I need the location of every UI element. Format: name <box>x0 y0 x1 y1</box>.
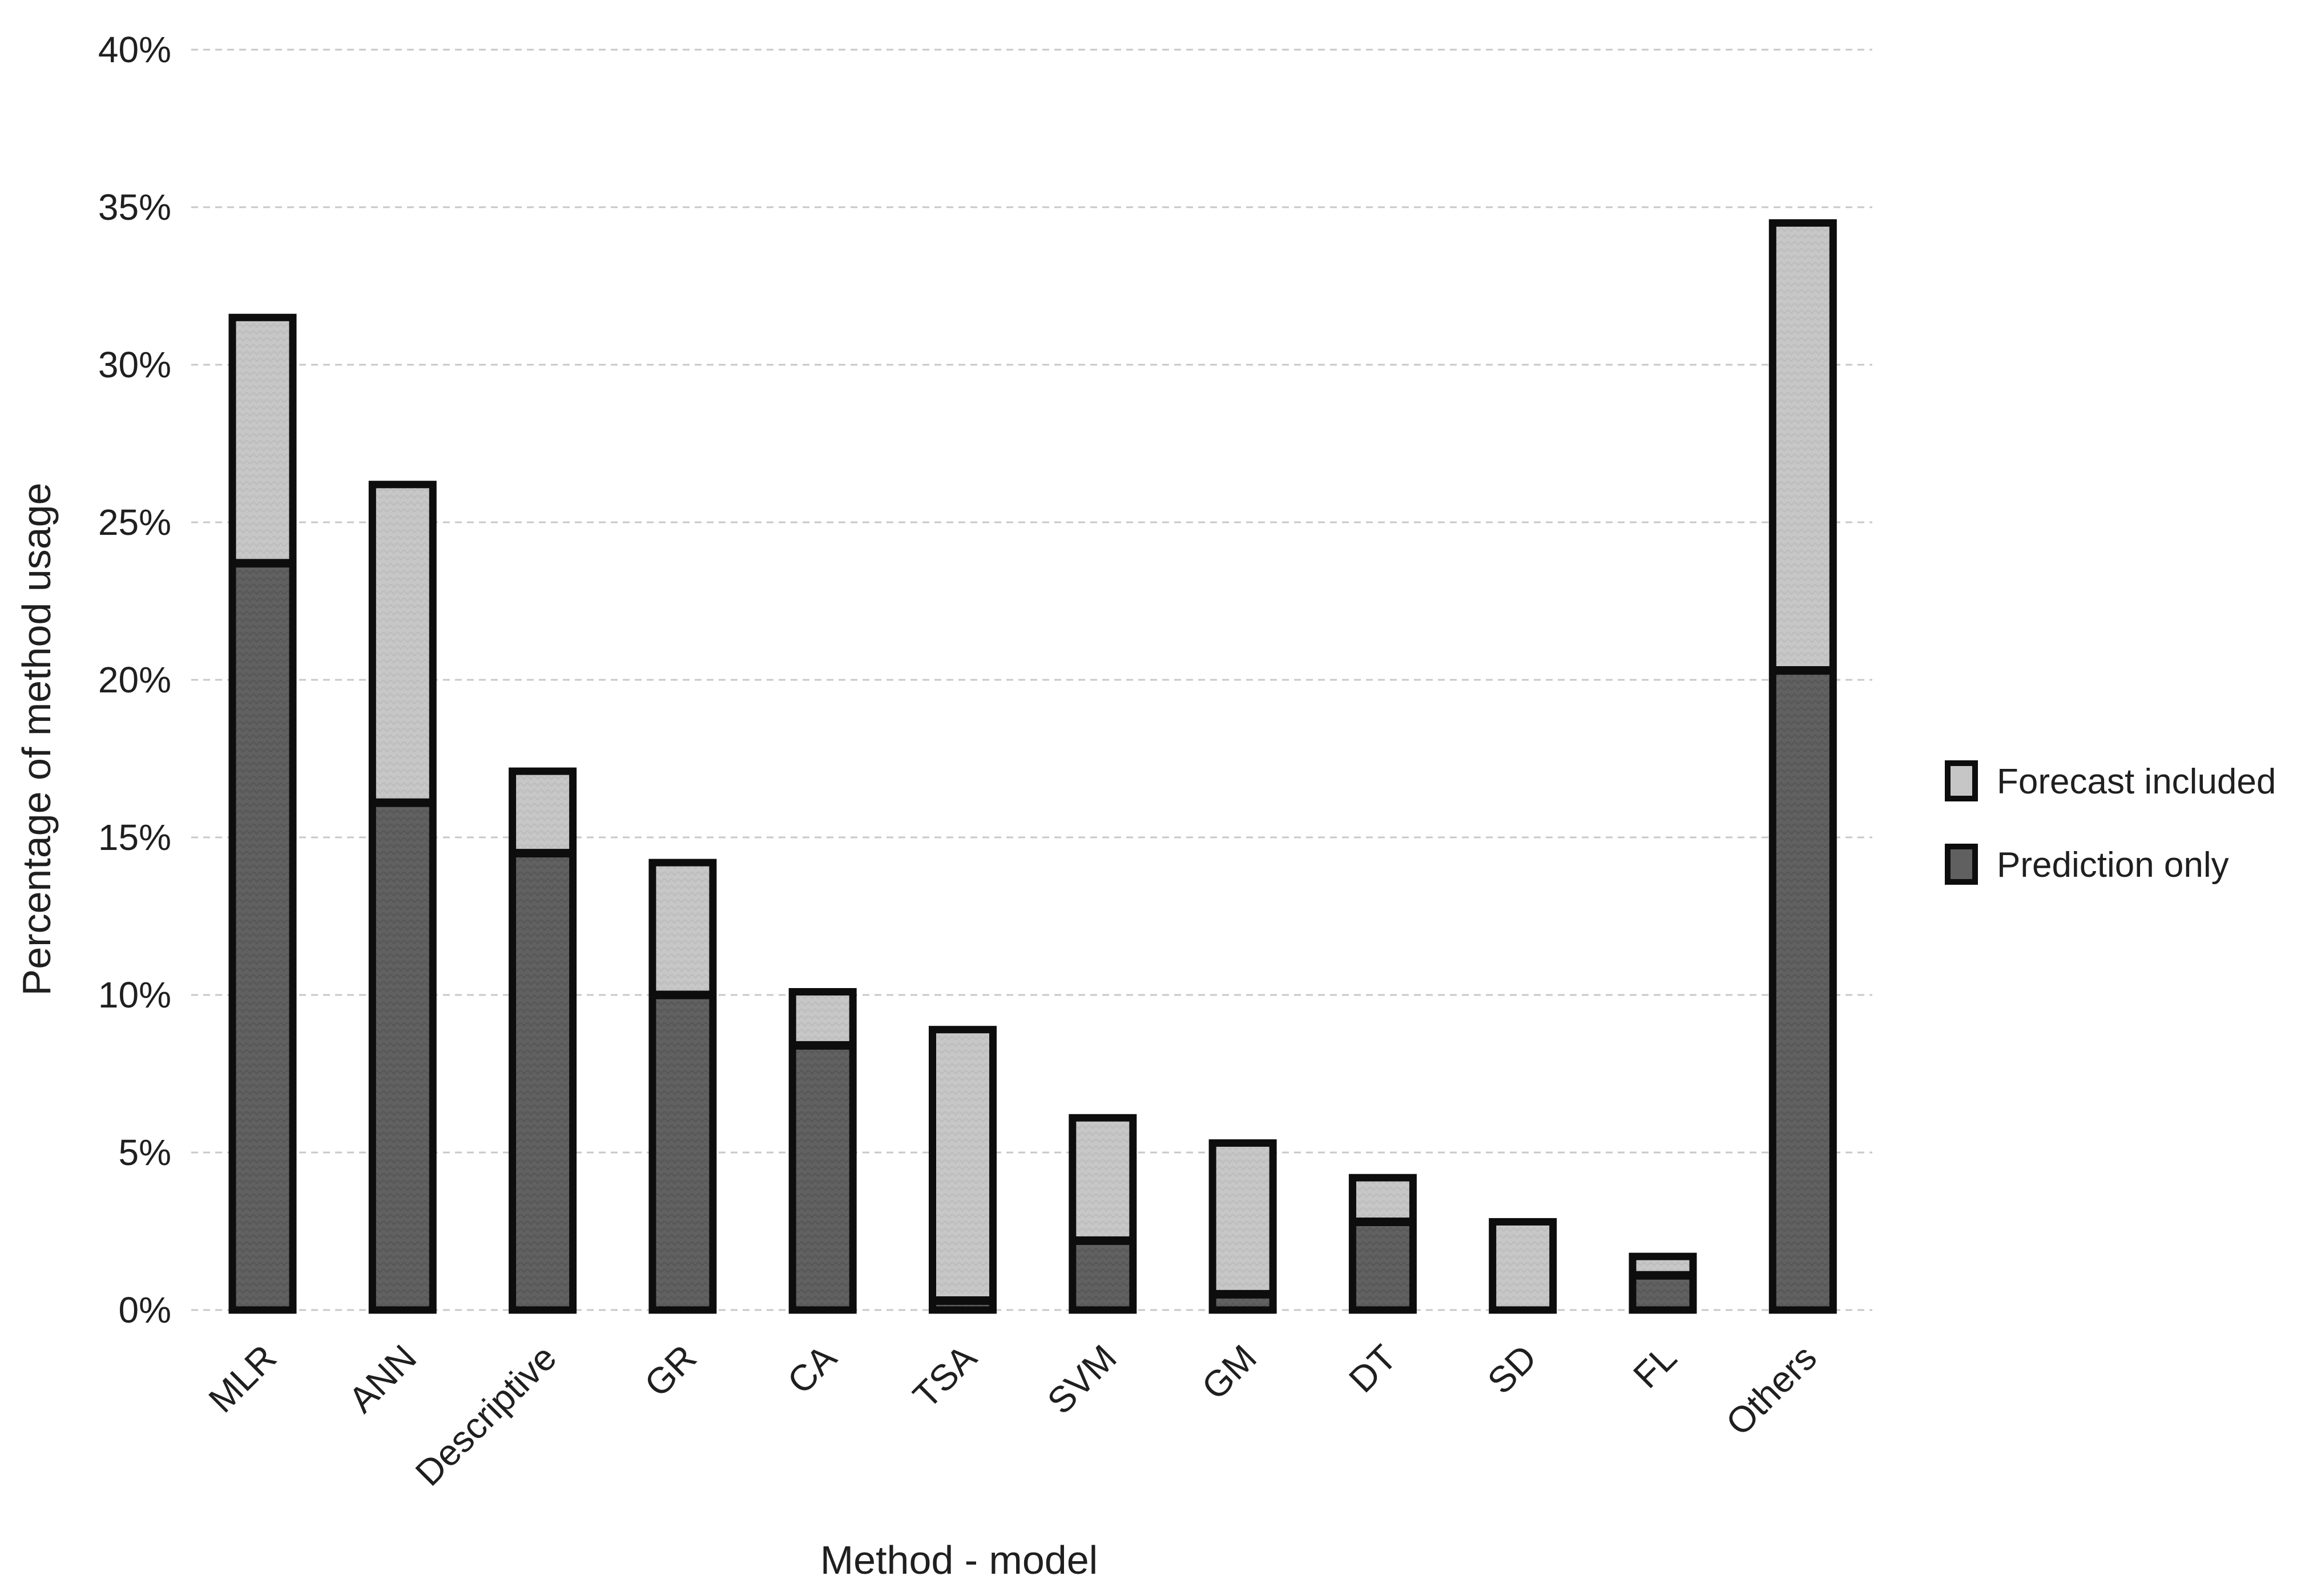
bar-group-mlr <box>228 313 297 1314</box>
y-tick-label: 25% <box>98 502 171 543</box>
bar-outline <box>648 859 717 1314</box>
bar-outline <box>1069 1114 1137 1314</box>
bar-outline <box>1208 1139 1277 1314</box>
bar-segment-prediction-only <box>1072 1240 1133 1310</box>
bar-segment-prediction-only <box>372 803 433 1310</box>
legend-item-forecast-included: Forecast included <box>1945 760 2276 801</box>
y-axis-title: Percentage of method usage <box>14 483 59 996</box>
bar-outline <box>228 313 297 1314</box>
bar-group-descriptive <box>509 767 577 1314</box>
legend-swatch-prediction-only-icon <box>1945 844 1978 885</box>
bar-group-ca <box>788 988 857 1314</box>
bar-outline <box>509 767 577 1314</box>
y-tick-label: 20% <box>98 659 171 700</box>
bar-segment-forecast-included <box>1352 1178 1413 1222</box>
bar-outline <box>1348 1174 1417 1314</box>
bar-segment-forecast-included <box>1492 1222 1553 1310</box>
bar-group-tsa <box>929 1026 997 1314</box>
bar-segment-forecast-included <box>1212 1143 1274 1295</box>
x-axis-title: Method - model <box>820 1538 1098 1582</box>
legend-label-forecast-included: Forecast included <box>1997 762 2276 801</box>
bar-outline <box>788 988 857 1314</box>
bar-outline <box>1629 1252 1697 1314</box>
bar-group-others <box>1768 219 1837 1314</box>
y-tick-label: 10% <box>98 974 171 1015</box>
legend-swatch-forecast-included-icon <box>1945 760 1978 801</box>
x-category-label: MLR <box>200 1337 284 1420</box>
bar-outline <box>929 1026 997 1314</box>
bar-segment-prediction-only <box>512 853 573 1310</box>
bar-group-gm <box>1208 1139 1277 1314</box>
bar-group-sd <box>1489 1218 1557 1314</box>
gridlines <box>191 49 1872 1311</box>
x-category-label: TSA <box>905 1337 984 1416</box>
bar-segment-prediction-only <box>652 995 713 1310</box>
y-tick-label: 30% <box>98 344 171 385</box>
x-category-label: GR <box>636 1337 704 1405</box>
bar-segment-forecast-included <box>372 484 433 803</box>
legend-item-prediction-only: Prediction only <box>1945 844 2229 885</box>
bar-segment-prediction-only <box>1633 1275 1693 1310</box>
bar-group-ann <box>368 481 437 1314</box>
y-tick-label: 5% <box>119 1132 172 1173</box>
bar-segment-forecast-included <box>792 992 853 1046</box>
x-category-label: DT <box>1341 1337 1404 1400</box>
legend: Forecast included Prediction only <box>1945 760 2276 885</box>
x-category-label: ANN <box>341 1337 424 1420</box>
x-category-label: FL <box>1625 1337 1685 1396</box>
y-tick-label: 15% <box>98 817 171 858</box>
bar-segment-prediction-only <box>792 1045 853 1310</box>
bar-series <box>228 219 1837 1314</box>
bar-segment-forecast-included <box>232 317 293 563</box>
x-category-label: SD <box>1480 1337 1545 1402</box>
bar-segment-prediction-only <box>1772 670 1833 1310</box>
y-tick-label: 35% <box>98 187 171 228</box>
bar-outline <box>368 481 437 1314</box>
x-category-label: SVM <box>1039 1337 1125 1422</box>
bar-segment-prediction-only <box>232 563 293 1310</box>
bar-group-svm <box>1069 1114 1137 1314</box>
x-category-label: GM <box>1194 1337 1264 1408</box>
y-tick-label: 0% <box>119 1289 172 1331</box>
bar-group-fl <box>1629 1252 1697 1314</box>
bar-outline <box>1489 1218 1557 1314</box>
bar-group-gr <box>648 859 717 1314</box>
y-tick-label: 40% <box>98 29 171 70</box>
bar-segment-forecast-included <box>512 771 573 853</box>
x-category-label: Descriptive <box>408 1337 565 1494</box>
bar-outline <box>1768 219 1837 1314</box>
bar-segment-forecast-included <box>652 863 713 995</box>
x-category-label: Others <box>1718 1337 1824 1444</box>
bar-group-dt <box>1348 1174 1417 1314</box>
bar-segment-prediction-only <box>1352 1222 1413 1310</box>
legend-label-prediction-only: Prediction only <box>1997 845 2229 885</box>
bar-segment-forecast-included <box>1772 223 1833 671</box>
x-category-label: CA <box>779 1337 844 1402</box>
bar-segment-forecast-included <box>1072 1118 1133 1241</box>
bar-segment-forecast-included <box>932 1029 993 1301</box>
y-axis-tick-labels: 0% 5% 10% 15% 20% 25% 30% 35% 40% <box>98 29 171 1331</box>
